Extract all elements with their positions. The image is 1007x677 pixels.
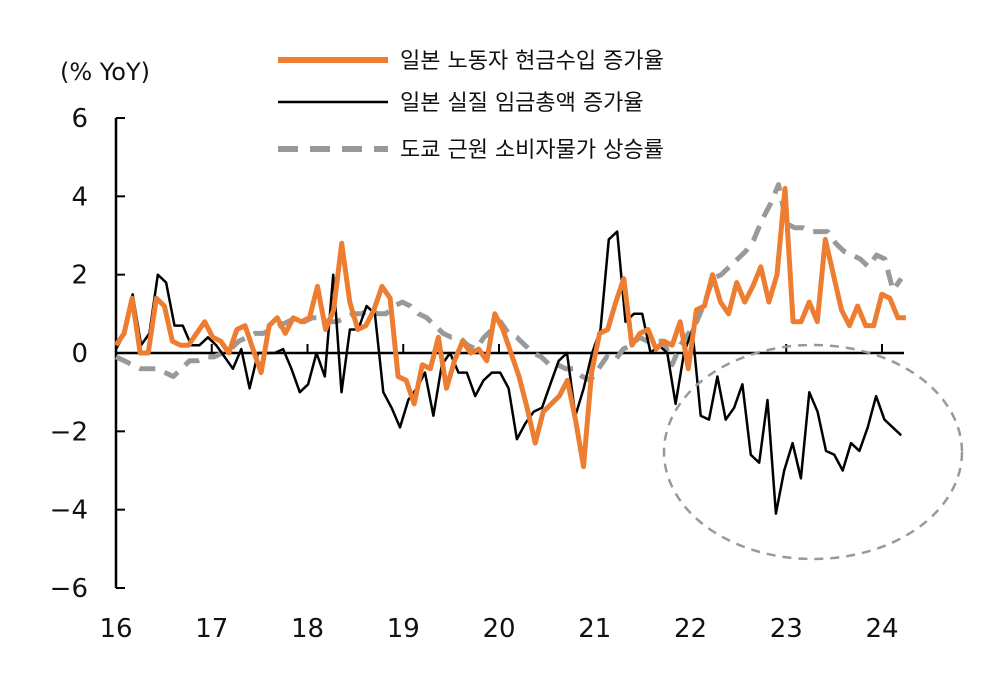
y-tick-label: −2	[50, 417, 88, 447]
y-tick-label: 2	[71, 261, 88, 291]
series-line-1	[114, 230, 903, 515]
y-tick-label: 6	[71, 104, 88, 134]
x-tick-label: 18	[291, 614, 324, 644]
x-ticks: 16 17 18 19 20 21 22 23 24	[99, 344, 899, 644]
y-unit-label: (% YoY)	[60, 58, 150, 86]
legend-label-real-wage: 일본 실질 임금총액 증가율	[400, 91, 644, 116]
y-tick-label: −6	[50, 574, 88, 604]
legend-label-tokyo-core-cpi: 도쿄 근원 소비자물가 상승률	[400, 138, 664, 163]
series-layer	[113, 182, 906, 515]
y-tick-label: −4	[50, 496, 88, 526]
legend-label-nominal-wage: 일본 노동자 현금수입 증가율	[400, 49, 664, 74]
series-line-0	[113, 186, 906, 470]
x-tick-label: 21	[578, 614, 611, 644]
x-tick-label: 22	[674, 614, 707, 644]
y-tick-label: 0	[71, 339, 88, 369]
x-tick-label: 23	[770, 614, 803, 644]
legend: 일본 노동자 현금수입 증가율 일본 실질 임금총액 증가율 도쿄 근원 소비자…	[278, 49, 664, 163]
y-ticks: 6 4 2 0 −2 −4 −6	[50, 104, 125, 604]
x-tick-label: 20	[482, 614, 515, 644]
x-tick-label: 19	[387, 614, 420, 644]
x-tick-label: 16	[99, 614, 132, 644]
x-tick-label: 24	[865, 614, 898, 644]
y-tick-label: 4	[71, 182, 88, 212]
series-line-2	[114, 182, 904, 383]
highlight-ellipse	[662, 343, 964, 561]
x-tick-label: 17	[195, 614, 228, 644]
